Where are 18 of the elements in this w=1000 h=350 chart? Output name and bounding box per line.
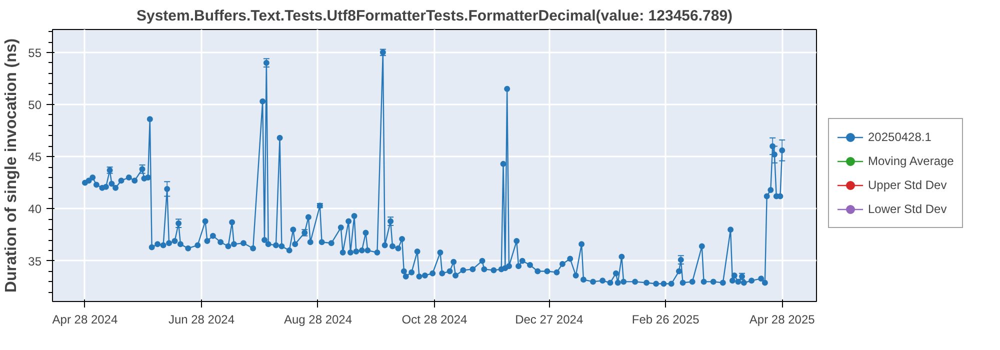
y-axis-title: Duration of single invocation (ns) <box>3 38 20 293</box>
x-tick-label: Aug 28 2024 <box>284 312 352 326</box>
x-tick-label: Oct 28 2024 <box>402 312 468 326</box>
y-tick-label: 40 <box>28 202 42 216</box>
legend-label: Moving Average <box>868 154 954 168</box>
x-tick-label: Apr 28 2025 <box>749 312 816 326</box>
x-tick-label: Feb 26 2025 <box>632 312 700 326</box>
y-tick-label: 35 <box>28 254 42 268</box>
y-tick-label: 50 <box>28 98 42 112</box>
legend-label: Lower Std Dev <box>868 202 947 216</box>
y-tick-label: 55 <box>28 46 42 60</box>
legend-label: 20250428.1 <box>868 130 932 144</box>
x-tick-label: Dec 27 2024 <box>515 312 584 326</box>
x-tick-label: Apr 28 2024 <box>52 312 118 326</box>
y-tick-label: 45 <box>28 150 42 164</box>
legend-label: Upper Std Dev <box>868 178 947 192</box>
chart-title: System.Buffers.Text.Tests.Utf8FormatterTests.FormatterDecimal(value: 123456.789) <box>136 8 733 24</box>
x-tick-label: Jun 28 2024 <box>168 312 235 326</box>
